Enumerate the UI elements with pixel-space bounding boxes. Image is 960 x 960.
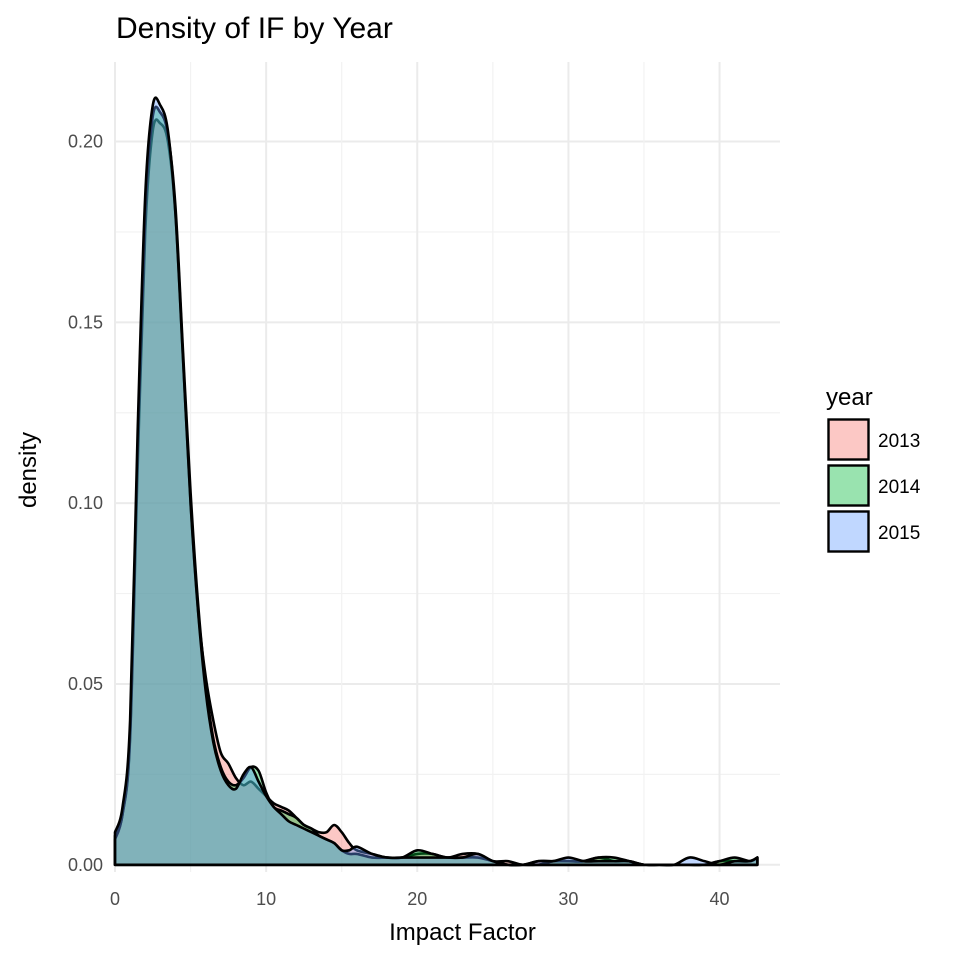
legend-label-2013: 2013 — [878, 431, 920, 452]
legend-title: year — [826, 384, 873, 411]
density-areas — [113, 96, 759, 867]
legend-label-2015: 2015 — [878, 523, 920, 544]
y-tick-label: 0.15 — [68, 312, 103, 332]
legend-key-background — [827, 464, 870, 507]
y-tick-label: 0.10 — [68, 493, 103, 513]
legend-key-background — [827, 418, 870, 461]
legend-swatch-2015 — [827, 510, 870, 553]
y-axis: 0.00 0.05 0.10 0.15 0.20 — [68, 132, 103, 875]
y-axis-title: density — [15, 432, 42, 508]
y-tick-label: 0.05 — [68, 674, 103, 694]
legend-key-background — [827, 510, 870, 553]
density-area-2015 — [113, 96, 759, 867]
grid — [114, 62, 780, 872]
x-axis: 0 10 20 30 40 — [110, 889, 730, 909]
chart-title: Density of IF by Year — [116, 12, 393, 45]
x-tick-label: 20 — [407, 889, 427, 909]
x-tick-label: 30 — [558, 889, 578, 909]
x-axis-title: Impact Factor — [389, 919, 536, 946]
x-tick-label: 10 — [256, 889, 276, 909]
legend-swatch-2013 — [827, 418, 870, 461]
y-tick-label: 0.20 — [68, 132, 103, 152]
legend: year 2013 2014 2015 — [826, 384, 921, 553]
legend-swatch-2014 — [827, 464, 870, 507]
x-tick-label: 40 — [710, 889, 730, 909]
legend-label-2014: 2014 — [878, 477, 921, 498]
y-tick-label: 0.00 — [68, 855, 103, 875]
x-tick-label: 0 — [110, 889, 120, 909]
